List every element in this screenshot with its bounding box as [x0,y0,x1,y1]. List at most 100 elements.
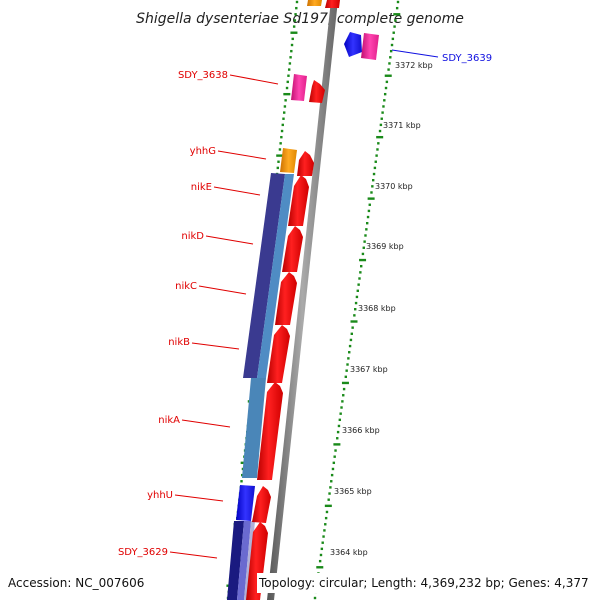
major-tick [316,566,324,569]
kbp-label: 3369 kbp [366,242,404,251]
minor-tick [373,166,377,170]
feature-block-yhhU [236,485,255,521]
kbp-label: 3371 kbp [383,121,421,130]
minor-tick [338,418,342,422]
kbp-label: 3368 kbp [358,304,396,313]
minor-tick [318,559,322,563]
minor-tick [392,31,395,34]
minor-tick [394,19,397,22]
minor-tick [361,252,365,256]
orf-arrow-nikE [288,175,309,226]
feature-block-orange-top [307,0,322,6]
minor-tick [324,523,327,526]
minor-tick [354,308,357,311]
minor-tick [370,191,373,194]
minor-tick [280,135,283,139]
minor-tick [382,105,385,108]
minor-tick [375,154,378,157]
minor-tick [294,13,297,16]
orf-arrow-nikD [282,226,303,272]
minor-tick [342,387,346,391]
gene-label-nikC: nikC [175,281,197,292]
minor-tick [371,178,375,182]
minor-tick [374,160,377,163]
minor-tick [293,19,297,22]
feature-block-nik-navy [243,173,285,378]
minor-tick [295,0,299,4]
minor-tick [324,516,328,520]
minor-tick [328,492,331,495]
minor-tick [367,209,371,213]
minor-tick [321,541,324,544]
minor-tick [360,265,363,268]
minor-tick [342,394,345,397]
orf-arrow-top [325,0,340,8]
kbp-label: 3367 kbp [350,365,388,374]
kbp-label: 3364 kbp [330,548,368,557]
major-tick [276,154,284,157]
topology-background [257,573,600,593]
feature-block-SDY_3638 [291,74,307,101]
minor-tick [288,62,292,65]
callout-line-SDY_3639 [391,49,439,58]
minor-tick [359,271,362,274]
minor-tick [336,437,339,440]
callout-line-nikC [198,285,247,295]
minor-tick [333,455,336,458]
minor-tick [351,326,354,329]
feature-block-nik-steel [257,174,294,378]
minor-tick [355,295,359,299]
major-tick [393,13,401,16]
major-tick [290,31,298,34]
callout-line-SDY_3638 [229,74,279,85]
minor-tick [372,172,376,176]
minor-tick [383,92,387,96]
minor-tick [383,99,386,102]
minor-tick [366,215,370,219]
minor-tick [340,406,343,409]
orf-arrow-nikC [275,272,297,325]
minor-tick [346,363,349,366]
minor-tick [283,105,287,108]
minor-tick [290,49,293,53]
minor-tick [362,246,365,249]
minor-tick [356,289,359,292]
minor-tick [295,6,298,10]
minor-tick [389,56,392,59]
orf-arrow-nikA [257,382,283,480]
minor-tick [348,344,352,348]
orf-arrow-nikB [267,325,290,383]
minor-tick [292,25,296,28]
minor-tick [282,117,285,120]
minor-tick [291,37,294,41]
minor-tick [330,480,333,483]
minor-tick [280,129,284,133]
gene-label-yhhU: yhhU [147,490,173,501]
major-tick [384,74,392,77]
major-tick [341,381,349,385]
gene-label-SDY_3639: SDY_3639 [442,53,492,64]
minor-tick [376,148,379,151]
minor-tick [332,461,336,465]
minor-tick [327,498,330,501]
minor-tick [350,332,353,335]
minor-tick [365,221,369,225]
minor-tick [384,86,388,90]
minor-tick [368,203,371,206]
gene-label-nikE: nikE [191,182,212,193]
minor-tick [281,123,284,127]
feature-block-SDY_3629-steel [237,521,251,600]
minor-tick [344,375,348,379]
feature-block-yhhG [280,148,297,173]
minor-tick [378,129,382,133]
minor-tick [289,56,292,59]
minor-tick [348,351,351,354]
minor-tick [330,473,334,477]
major-tick [376,135,384,139]
gene-label-nikA: nikA [158,415,180,426]
minor-tick [285,86,289,90]
minor-tick [387,68,390,71]
minor-tick [325,510,329,514]
minor-tick [329,486,332,489]
callout-line-nikE [213,186,261,196]
